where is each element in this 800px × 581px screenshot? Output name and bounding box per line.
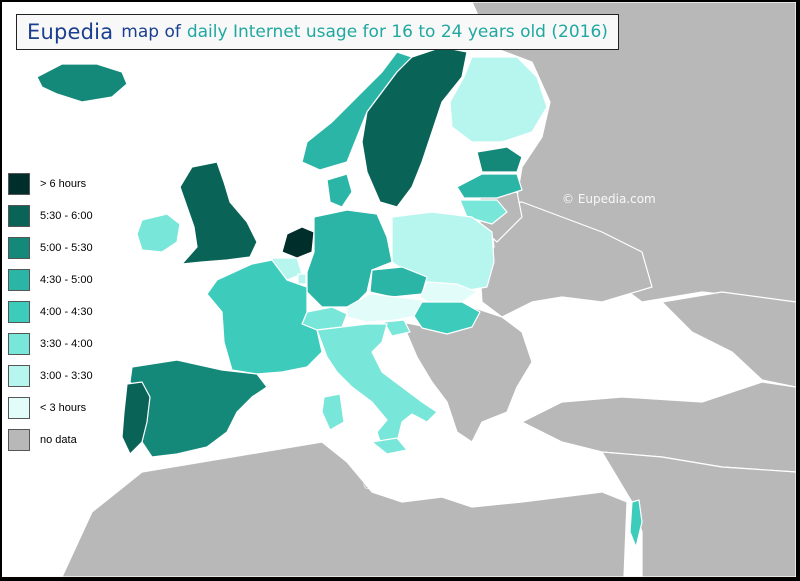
region-ireland (136, 213, 181, 253)
region-sweden (361, 46, 468, 208)
region-black-sea-south (521, 381, 796, 473)
region-latvia (456, 173, 523, 199)
legend-label: < 3 hours (40, 402, 87, 414)
legend-swatch (8, 429, 30, 451)
brand-logo-text: Eupedia (27, 20, 114, 44)
region-denmark (326, 173, 353, 208)
legend-label: > 6 hours (40, 178, 87, 190)
legend-item: < 3 hours (8, 392, 128, 424)
region-portugal (121, 381, 151, 455)
legend-label: 4:30 - 5:00 (40, 274, 93, 286)
region-finland (449, 56, 548, 143)
region-caucasus (661, 291, 796, 388)
legend-label: 5:30 - 6:00 (40, 210, 93, 222)
region-france (206, 259, 323, 375)
legend-label: 3:00 - 3:30 (40, 370, 93, 382)
legend-swatch (8, 397, 30, 419)
legend-item: 4:00 - 4:30 (8, 296, 128, 328)
legend-label: no data (40, 434, 77, 446)
map-legend: > 6 hours 5:30 - 6:00 5:00 - 5:30 4:30 -… (8, 168, 128, 456)
map-title: Eupedia map of daily Internet usage for … (16, 14, 619, 50)
legend-label: 5:00 - 5:30 (40, 242, 93, 254)
legend-item: no data (8, 424, 128, 456)
legend-swatch (8, 301, 30, 323)
legend-label: 4:00 - 4:30 (40, 306, 93, 318)
legend-item: > 6 hours (8, 168, 128, 200)
region-luxembourg (297, 273, 307, 285)
title-text: daily Internet usage for 16 to 24 years … (186, 22, 608, 42)
region-uk (179, 161, 258, 265)
legend-swatch (8, 269, 30, 291)
region-north-africa (61, 441, 628, 577)
legend-item: 5:00 - 5:30 (8, 232, 128, 264)
title-prefix: map of (121, 22, 181, 42)
legend-item: 4:30 - 5:00 (8, 264, 128, 296)
region-hungary (413, 301, 481, 335)
region-spain (129, 359, 268, 458)
legend-swatch (8, 333, 30, 355)
legend-item: 3:30 - 4:00 (8, 328, 128, 360)
region-israel (629, 499, 643, 548)
region-italy (316, 323, 438, 448)
region-slovenia (383, 319, 411, 337)
region-sardinia (321, 393, 345, 431)
legend-item: 3:00 - 3:30 (8, 360, 128, 392)
legend-item: 5:30 - 6:00 (8, 200, 128, 232)
legend-swatch (8, 365, 30, 387)
watermark: © Eupedia.com (362, 478, 456, 492)
legend-swatch (8, 173, 30, 195)
watermark: © Eupedia.com (562, 192, 656, 206)
region-estonia (476, 146, 523, 173)
legend-swatch (8, 237, 30, 259)
legend-swatch (8, 205, 30, 227)
region-sicily (371, 437, 408, 455)
region-netherlands (281, 226, 315, 259)
region-iceland (36, 63, 128, 103)
region-germany (306, 209, 393, 308)
legend-label: 3:30 - 4:00 (40, 338, 93, 350)
